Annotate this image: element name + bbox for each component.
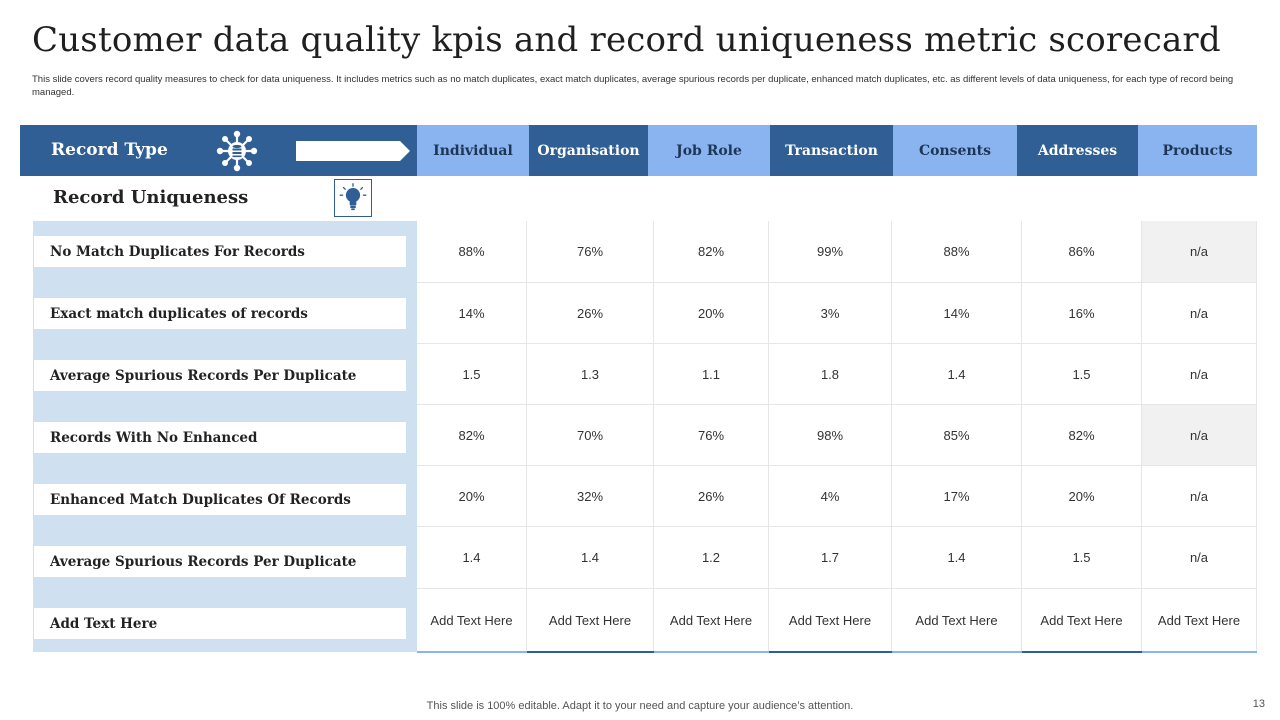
column-accent-line: [417, 651, 527, 653]
scorecard-grid: 88% 76% 82% 99% 88% 86% n/a 14% 26% 20% …: [417, 221, 1257, 653]
table-cell: 1.3: [527, 344, 654, 405]
metric-label: Add Text Here: [34, 608, 406, 639]
table-cell: 17%: [892, 466, 1022, 527]
table-cell: 1.4: [527, 527, 654, 589]
column-header-transaction: Transaction: [770, 125, 893, 176]
slide-description: This slide covers record quality measure…: [32, 74, 1234, 98]
table-cell: 1.5: [1022, 527, 1142, 589]
table-cell: 1.7: [769, 527, 892, 589]
table-cell: 86%: [1022, 221, 1142, 283]
table-cell: 1.5: [417, 344, 527, 405]
record-type-label: Record Type: [51, 140, 168, 160]
table-cell: 88%: [417, 221, 527, 283]
table-cell: Add Text Here: [1142, 589, 1257, 653]
column-accent-line: [1142, 651, 1257, 653]
table-cell: n/a: [1142, 466, 1257, 527]
metric-label: Exact match duplicates of records: [34, 298, 406, 329]
metric-label: Enhanced Match Duplicates Of Records: [34, 484, 406, 515]
table-cell: 88%: [892, 221, 1022, 283]
table-cell: n/a: [1142, 405, 1257, 466]
table-cell: 14%: [417, 283, 527, 344]
table-cell: n/a: [1142, 221, 1257, 283]
column-header-consents: Consents: [893, 125, 1017, 176]
table-cell: n/a: [1142, 283, 1257, 344]
table-cell: Add Text Here: [417, 589, 527, 653]
metric-label: Average Spurious Records Per Duplicate: [34, 546, 406, 577]
column-accent-line: [1022, 651, 1142, 653]
table-cell: Add Text Here: [892, 589, 1022, 653]
table-cell: 1.4: [417, 527, 527, 589]
metric-label: Average Spurious Records Per Duplicate: [34, 360, 406, 391]
page-number: 13: [1252, 698, 1265, 710]
column-header-individual: Individual: [417, 125, 529, 176]
table-cell: 76%: [527, 221, 654, 283]
table-cell: 3%: [769, 283, 892, 344]
column-accent-line: [654, 651, 769, 653]
column-accent-line: [892, 651, 1022, 653]
column-header-job-role: Job Role: [648, 125, 770, 176]
metric-label: Records With No Enhanced: [34, 422, 406, 453]
table-cell: Add Text Here: [769, 589, 892, 653]
table-cell: 82%: [417, 405, 527, 466]
footer-note: This slide is 100% editable. Adapt it to…: [426, 700, 854, 712]
lightbulb-icon: [339, 183, 367, 211]
table-cell: 4%: [769, 466, 892, 527]
table-cell: 20%: [417, 466, 527, 527]
lightbulb-icon-box: [334, 179, 372, 217]
table-cell: 1.1: [654, 344, 769, 405]
table-cell: n/a: [1142, 344, 1257, 405]
column-header-organisation: Organisation: [529, 125, 648, 176]
table-cell: 1.4: [892, 344, 1022, 405]
table-cell: n/a: [1142, 527, 1257, 589]
table-cell: Add Text Here: [654, 589, 769, 653]
metric-label: No Match Duplicates For Records: [34, 236, 406, 267]
table-cell: 26%: [654, 466, 769, 527]
table-cell: 32%: [527, 466, 654, 527]
table-header: Record Type: [20, 125, 1257, 176]
table-cell: 14%: [892, 283, 1022, 344]
table-cell: 1.5: [1022, 344, 1142, 405]
table-cell: 1.8: [769, 344, 892, 405]
table-cell: 85%: [892, 405, 1022, 466]
column-header-addresses: Addresses: [1017, 125, 1138, 176]
table-cell: 1.4: [892, 527, 1022, 589]
table-cell: 82%: [1022, 405, 1142, 466]
column-accent-line: [769, 651, 892, 653]
table-cell: 70%: [527, 405, 654, 466]
table-cell: 20%: [654, 283, 769, 344]
right-arrow-icon: [296, 141, 410, 161]
column-header-products: Products: [1138, 125, 1257, 176]
column-accent-line: [527, 651, 654, 653]
table-cell: Add Text Here: [527, 589, 654, 653]
table-cell: 20%: [1022, 466, 1142, 527]
database-network-icon: [216, 130, 258, 172]
record-type-header: Record Type: [20, 125, 417, 176]
section-label: Record Uniqueness: [53, 187, 249, 208]
table-cell: 26%: [527, 283, 654, 344]
table-cell: 16%: [1022, 283, 1142, 344]
table-cell: 82%: [654, 221, 769, 283]
table-cell: Add Text Here: [1022, 589, 1142, 653]
slide-title: Customer data quality kpis and record un…: [32, 20, 1221, 60]
table-cell: 76%: [654, 405, 769, 466]
table-cell: 98%: [769, 405, 892, 466]
table-cell: 99%: [769, 221, 892, 283]
table-cell: 1.2: [654, 527, 769, 589]
